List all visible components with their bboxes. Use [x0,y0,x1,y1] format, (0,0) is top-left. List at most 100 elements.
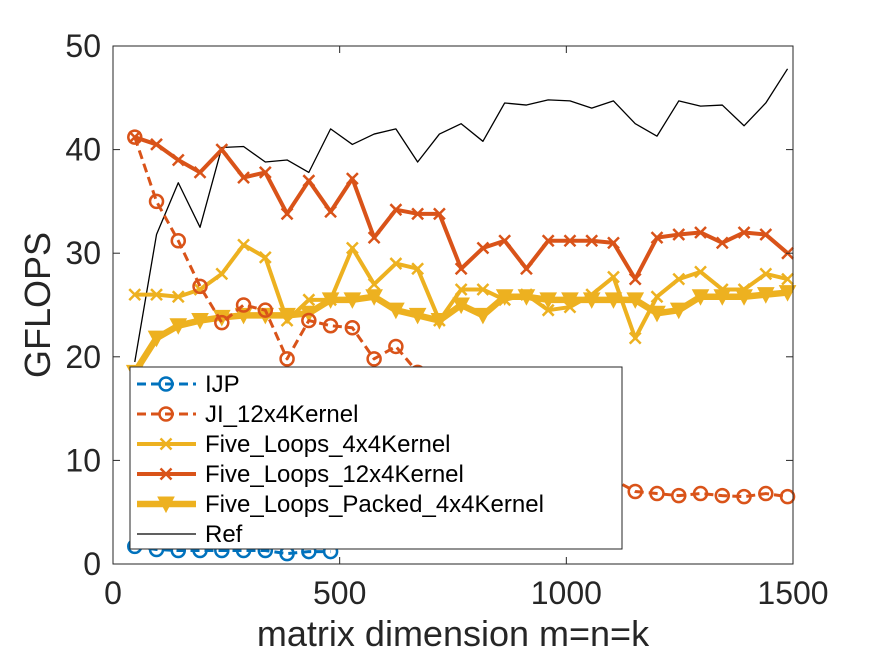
series-line-ref [134,68,789,363]
legend-entry-ji-12x4kernel: JI_12x4Kernel [137,401,358,428]
data-point-five-loops-4x4kernel [171,290,185,304]
data-point-five-loops-4x4kernel [759,267,773,281]
x-tick-label: 0 [104,575,122,611]
data-point-five-loops-packed-4x4kernel [452,297,470,315]
data-point-five-loops-packed-4x4kernel [669,302,688,320]
legend-entry-ref: Ref [137,521,243,548]
data-point-five-loops-12x4kernel [150,138,163,151]
data-point-five-loops-packed-4x4kernel [648,305,666,323]
data-point-ji-12x4kernel [322,317,339,334]
data-point-five-loops-12x4kernel [672,228,686,241]
legend-marker [158,376,174,392]
data-point-five-loops-packed-4x4kernel [387,302,405,320]
data-point-ji-12x4kernel [127,129,143,145]
data-point-five-loops-4x4kernel [672,272,686,286]
data-point-five-loops-packed-4x4kernel [495,289,514,306]
data-point-five-loops-12x4kernel [563,234,577,248]
y-axis-label: GFLOPS [17,232,58,378]
data-point-five-loops-packed-4x4kernel [430,313,449,330]
y-tick-label: 0 [83,546,101,582]
legend-entry-five-loops-12x4kernel: Five_Loops_12x4Kernel [137,461,464,488]
data-point-five-loops-12x4kernel [302,174,316,188]
data-point-five-loops-4x4kernel [607,270,620,284]
series-line-ji-12x4kernel [133,136,788,499]
series-ji-12x4kernel [127,129,796,505]
data-point-five-loops-12x4kernel [607,236,620,250]
data-point-five-loops-4x4kernel [454,283,468,296]
data-point-five-loops-4x4kernel [541,303,555,317]
data-point-ji-12x4kernel [779,488,796,505]
data-point-ji-12x4kernel [279,351,295,367]
series-five-loops-12x4kernel [128,130,794,286]
data-point-five-loops-12x4kernel [237,171,250,184]
data-point-five-loops-12x4kernel [324,205,337,219]
data-point-five-loops-packed-4x4kernel [626,292,645,309]
data-point-five-loops-4x4kernel [258,250,272,264]
data-point-five-loops-packed-4x4kernel [735,289,753,306]
data-point-ji-12x4kernel [627,483,643,500]
data-point-five-loops-12x4kernel [541,234,555,248]
data-point-five-loops-12x4kernel [389,203,403,217]
data-point-five-loops-packed-4x4kernel [365,289,383,306]
data-point-five-loops-packed-4x4kernel [691,289,710,306]
data-point-five-loops-4x4kernel [411,262,425,276]
legend-entry-five-loops-packed-4x4kernel: Five_Loops_Packed_4x4Kernel [137,491,544,518]
legend-label: Five_Loops_Packed_4x4Kernel [205,491,544,518]
data-point-five-loops-4x4kernel [628,331,642,345]
data-point-ji-12x4kernel [692,485,709,502]
data-point-five-loops-packed-4x4kernel [778,285,797,302]
legend-label: IJP [205,371,240,398]
legend-marker [158,406,174,422]
data-point-ji-12x4kernel [148,193,165,210]
data-point-five-loops-4x4kernel [215,267,229,281]
legend-label: JI_12x4Kernel [205,401,358,428]
data-point-five-loops-packed-4x4kernel [539,292,558,309]
series-five-loops-packed-4x4kernel [125,285,797,382]
y-tick-label: 20 [65,339,101,375]
data-point-five-loops-12x4kernel [694,226,707,239]
data-point-five-loops-packed-4x4kernel [321,292,340,309]
data-point-ji-12x4kernel [758,485,774,502]
data-point-ji-12x4kernel [170,233,187,249]
data-point-five-loops-4x4kernel [694,265,707,279]
legend: IJP JI_12x4Kernel Five_Loops_4x4Kernel Five… [129,366,623,550]
data-point-five-loops-12x4kernel [171,153,185,167]
data-point-five-loops-packed-4x4kernel [147,330,166,348]
legend-label: Ref [205,521,243,548]
data-point-five-loops-12x4kernel [759,228,773,241]
data-point-five-loops-packed-4x4kernel [517,289,536,306]
data-point-ji-12x4kernel [388,338,404,355]
plot-area-frame [112,45,794,565]
data-point-five-loops-packed-4x4kernel [169,318,188,335]
series-line-ijp [134,544,331,556]
data-point-five-loops-12x4kernel [585,234,599,248]
data-point-five-loops-12x4kernel [345,172,359,185]
x-tick-label: 1500 [757,575,828,611]
data-point-five-loops-12x4kernel [628,272,642,286]
data-point-five-loops-packed-4x4kernel [191,313,209,330]
y-tick-label: 40 [65,132,101,168]
data-point-five-loops-4x4kernel [781,272,794,286]
data-point-five-loops-12x4kernel [476,241,490,255]
data-point-five-loops-packed-4x4kernel [713,289,732,306]
data-point-ji-12x4kernel [671,487,687,504]
data-point-five-loops-12x4kernel [367,231,381,245]
data-point-ji-12x4kernel [714,487,731,504]
series-line-five-loops-4x4kernel [134,242,789,341]
y-tick-label: 10 [65,442,101,478]
data-point-five-loops-4x4kernel [237,238,250,252]
data-point-five-loops-4x4kernel [128,288,142,302]
data-point-five-loops-packed-4x4kernel [278,307,296,325]
legend-entry-five-loops-4x4kernel: Five_Loops_4x4Kernel [137,431,451,458]
data-point-five-loops-packed-4x4kernel [234,307,253,325]
data-point-five-loops-4x4kernel [345,241,359,255]
data-point-five-loops-packed-4x4kernel [408,307,427,325]
data-point-five-loops-4x4kernel [150,288,163,302]
legend-entry-ijp: IJP [137,371,240,398]
data-point-five-loops-4x4kernel [389,257,403,270]
series-ijp [127,538,339,562]
data-point-ji-12x4kernel [192,278,208,295]
data-point-ji-12x4kernel [214,314,230,331]
axis-ticks: 0 500 1000 1500 0 10 20 30 40 50 [65,28,828,611]
